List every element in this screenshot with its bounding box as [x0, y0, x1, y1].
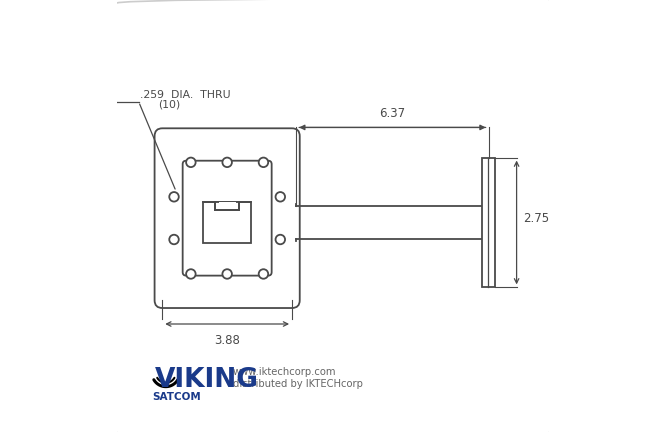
- Circle shape: [258, 158, 268, 167]
- Circle shape: [222, 269, 232, 279]
- FancyBboxPatch shape: [182, 161, 272, 276]
- Circle shape: [169, 192, 178, 202]
- Text: 3.88: 3.88: [214, 334, 240, 346]
- Bar: [203, 202, 251, 243]
- Text: 6.37: 6.37: [380, 107, 406, 120]
- Bar: [215, 202, 239, 210]
- Circle shape: [276, 192, 285, 202]
- Circle shape: [169, 235, 178, 244]
- Circle shape: [276, 235, 285, 244]
- Circle shape: [186, 158, 196, 167]
- Text: SATCOM: SATCOM: [153, 392, 201, 402]
- Bar: [218, 202, 236, 209]
- FancyBboxPatch shape: [155, 128, 300, 308]
- Text: VIKING: VIKING: [155, 367, 259, 393]
- Circle shape: [222, 158, 232, 167]
- Bar: [482, 158, 495, 287]
- Text: distributed by IKTECHcorp: distributed by IKTECHcorp: [233, 379, 363, 389]
- Text: www.iktechcorp.com: www.iktechcorp.com: [233, 367, 336, 377]
- Text: .259  DIA.  THRU: .259 DIA. THRU: [140, 90, 230, 100]
- Text: (10): (10): [158, 100, 180, 110]
- Text: 2.75: 2.75: [523, 212, 549, 225]
- Circle shape: [258, 269, 268, 279]
- Circle shape: [186, 269, 196, 279]
